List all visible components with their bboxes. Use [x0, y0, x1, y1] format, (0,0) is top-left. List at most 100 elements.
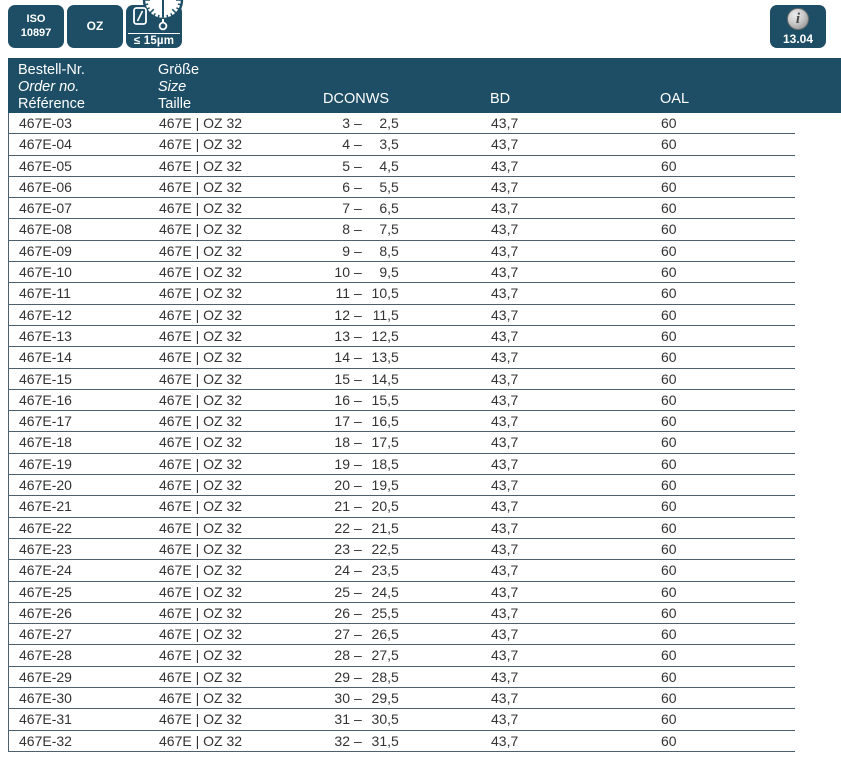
order-no-cell: 467E-16 [19, 391, 72, 408]
oal-cell: 60 [661, 178, 677, 195]
order-no-cell: 467E-06 [19, 178, 72, 195]
runout-badge: ≤ 15µm [126, 0, 184, 48]
size-cell: 467E | OZ 32 [159, 732, 243, 749]
dconws-cell: 3–2,5 [342, 115, 399, 131]
dconws-cell: 12–11,5 [334, 306, 399, 323]
order-no-cell: 467E-23 [19, 540, 72, 557]
dconws-cell: 27–26,5 [334, 626, 399, 643]
size-cell: 467E | OZ 32 [159, 583, 243, 600]
oal-cell: 60 [661, 264, 677, 281]
order-no-cell: 467E-20 [19, 477, 72, 494]
dconws-cell: 26–25,5 [334, 604, 399, 621]
probe-ball-icon [158, 21, 168, 31]
size-cell: 467E | OZ 32 [159, 242, 243, 259]
header-bd: BD [490, 91, 511, 107]
order-no-cell: 467E-10 [19, 264, 72, 281]
dconws-cell: 32–31,5 [334, 732, 399, 749]
size-cell: 467E | OZ 32 [159, 540, 243, 557]
bd-cell: 43,7 [491, 349, 519, 366]
oal-cell: 60 [661, 455, 677, 472]
size-cell: 467E | OZ 32 [159, 562, 243, 579]
size-cell: 467E | OZ 32 [159, 434, 243, 451]
table-row: 467E-13 467E | OZ 32 13–12,5 43,7 60 [9, 326, 795, 348]
oal-cell: 60 [661, 668, 677, 685]
oal-cell: 60 [661, 157, 677, 174]
table-row: 467E-20 467E | OZ 32 20–19,5 43,7 60 [9, 475, 795, 497]
bd-cell: 43,7 [491, 306, 519, 323]
table-row: 467E-11 467E | OZ 32 11–10,5 43,7 60 [9, 283, 795, 305]
size-cell: 467E | OZ 32 [159, 519, 243, 536]
dconws-cell: 19–18,5 [334, 455, 399, 472]
table-row: 467E-22 467E | OZ 32 22–21,5 43,7 60 [9, 518, 795, 539]
order-no-cell: 467E-32 [19, 732, 72, 749]
table-row: 467E-31 467E | OZ 32 31–30,5 43,7 60 [9, 709, 795, 731]
dial-gauge-icon [133, 0, 184, 31]
dconws-cell: 30–29,5 [334, 690, 399, 707]
order-no-cell: 467E-15 [19, 370, 72, 387]
order-no-cell: 467E-14 [19, 349, 72, 366]
bd-cell: 43,7 [491, 583, 519, 600]
table-row: 467E-27 467E | OZ 32 27–26,5 43,7 60 [9, 624, 795, 646]
table-header: Bestell-Nr. Order no. Référence Größe Si… [8, 58, 841, 113]
order-no-cell: 467E-21 [19, 498, 72, 515]
header-oal: OAL [660, 91, 690, 107]
bd-cell: 43,7 [491, 242, 519, 259]
table-row: 467E-28 467E | OZ 32 28–27,5 43,7 60 [9, 645, 795, 667]
bd-cell: 43,7 [491, 178, 519, 195]
oal-cell: 60 [661, 306, 677, 323]
size-cell: 467E | OZ 32 [159, 136, 243, 153]
bd-cell: 43,7 [491, 221, 519, 238]
order-no-cell: 467E-04 [19, 136, 72, 153]
dconws-cell: 8–7,5 [342, 221, 399, 238]
table-body: 467E-03 467E | OZ 32 3–2,5 43,7 60 467E-… [8, 113, 795, 752]
order-no-cell: 467E-18 [19, 434, 72, 451]
header-order-no: Bestell-Nr. Order no. Référence [18, 62, 85, 112]
oal-cell: 60 [661, 136, 677, 153]
oal-cell: 60 [661, 690, 677, 707]
oal-cell: 60 [661, 370, 677, 387]
order-no-cell: 467E-19 [19, 455, 72, 472]
table-row: 467E-15 467E | OZ 32 15–14,5 43,7 60 [9, 369, 795, 390]
bd-cell: 43,7 [491, 264, 519, 281]
size-cell: 467E | OZ 32 [159, 604, 243, 621]
table-row: 467E-07 467E | OZ 32 7–6,5 43,7 60 [9, 198, 795, 220]
oal-cell: 60 [661, 477, 677, 494]
order-no-cell: 467E-09 [19, 242, 72, 259]
size-cell: 467E | OZ 32 [159, 327, 243, 344]
table-row: 467E-32 467E | OZ 32 32–31,5 43,7 60 [9, 731, 795, 752]
dconws-cell: 23–22,5 [334, 540, 399, 557]
dconws-cell: 5–4,5 [342, 157, 399, 174]
size-cell: 467E | OZ 32 [159, 221, 243, 238]
runout-limit-label: ≤ 15µm [133, 35, 175, 47]
table-row: 467E-04 467E | OZ 32 4–3,5 43,7 60 [9, 134, 795, 156]
bd-cell: 43,7 [491, 327, 519, 344]
dconws-cell: 20–19,5 [334, 477, 399, 494]
bd-cell: 43,7 [491, 626, 519, 643]
bd-cell: 43,7 [491, 668, 519, 685]
dconws-cell: 13–12,5 [334, 327, 399, 344]
dconws-cell: 6–5,5 [342, 178, 399, 195]
order-no-cell: 467E-13 [19, 327, 72, 344]
order-no-cell: 467E-25 [19, 583, 72, 600]
table-row: 467E-03 467E | OZ 32 3–2,5 43,7 60 [9, 113, 795, 135]
size-cell: 467E | OZ 32 [159, 115, 243, 131]
dconws-cell: 31–30,5 [334, 711, 399, 728]
dconws-cell: 24–23,5 [334, 562, 399, 579]
size-cell: 467E | OZ 32 [159, 477, 243, 494]
table-row: 467E-09 467E | OZ 32 9–8,5 43,7 60 [9, 241, 795, 263]
dconws-cell: 4–3,5 [342, 136, 399, 153]
order-no-cell: 467E-29 [19, 668, 72, 685]
order-no-cell: 467E-07 [19, 200, 72, 217]
table-row: 467E-06 467E | OZ 32 6–5,5 43,7 60 [9, 177, 795, 199]
oal-cell: 60 [661, 626, 677, 643]
table-row: 467E-16 467E | OZ 32 16–15,5 43,7 60 [9, 390, 795, 412]
runout-divider [128, 33, 180, 34]
order-no-cell: 467E-03 [19, 115, 72, 131]
order-no-cell: 467E-31 [19, 711, 72, 728]
dconws-cell: 28–27,5 [334, 647, 399, 664]
info-icon: i [787, 8, 809, 30]
table-row: 467E-21 467E | OZ 32 21–20,5 43,7 60 [9, 496, 795, 518]
bd-cell: 43,7 [491, 647, 519, 664]
oal-cell: 60 [661, 115, 677, 131]
order-no-cell: 467E-30 [19, 690, 72, 707]
